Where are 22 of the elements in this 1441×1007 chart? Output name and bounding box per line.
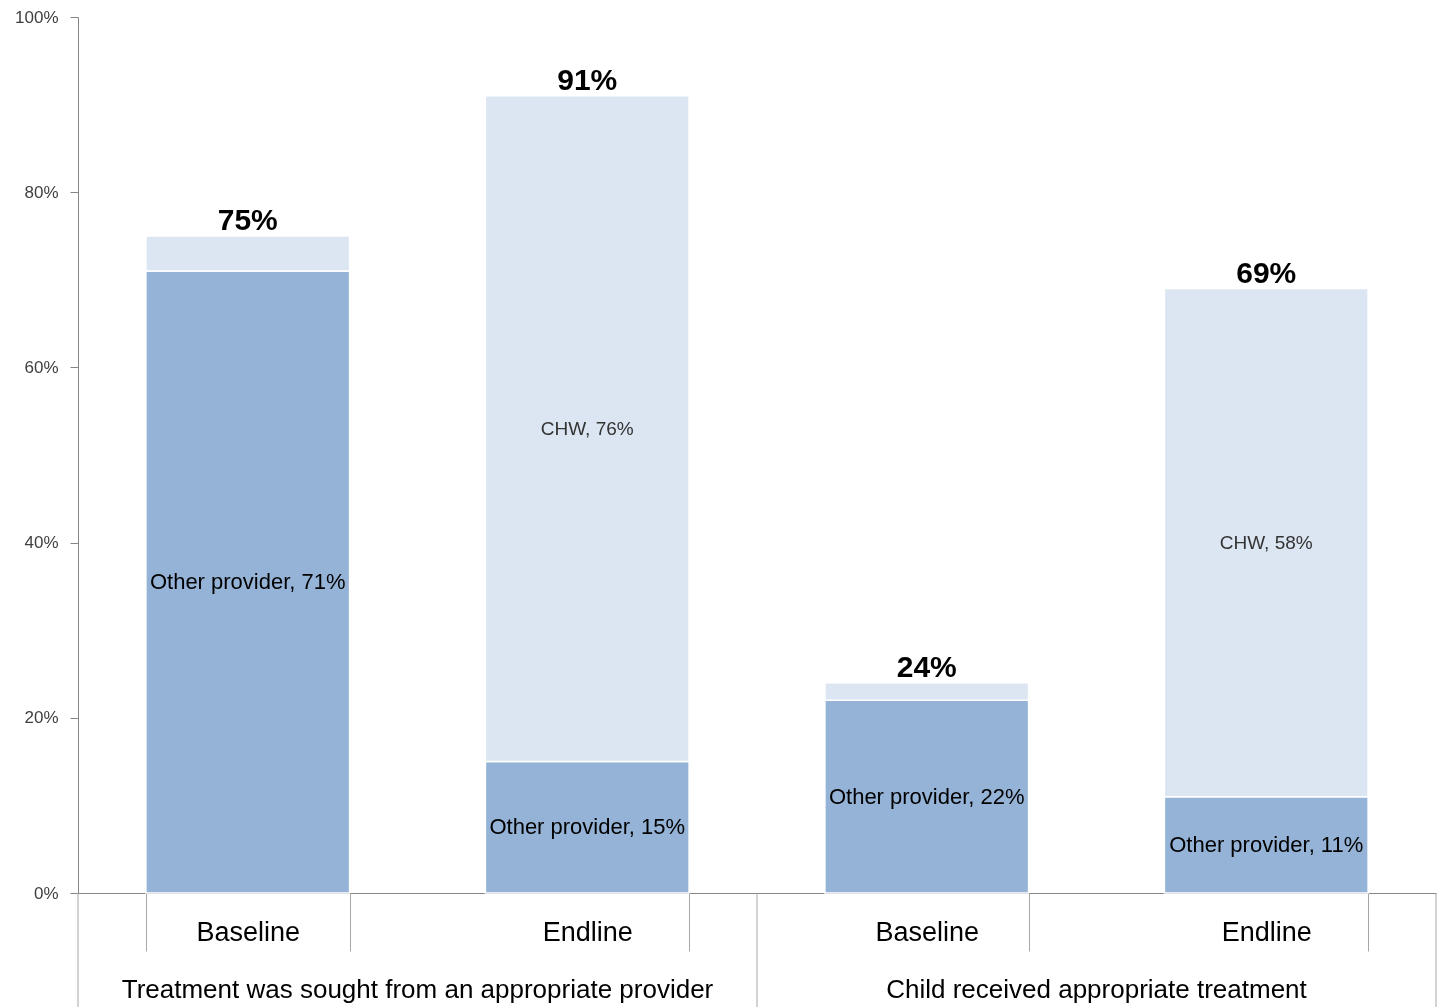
data-label: CHW, 58% [1219,531,1313,553]
data-label: CHW, 76% [540,417,634,439]
y-tick-label: 80% [24,182,59,202]
data-label: Other provider, 11% [1169,831,1364,857]
text: Child received appropriate treatment [886,974,1308,1004]
total-label: 91% [557,62,618,96]
text: Treatment was sought from an appropriate provider [121,974,714,1004]
y-tick-label: 60% [24,357,59,377]
x-tick-label: Endline [542,916,633,947]
total-label: 69% [1236,255,1297,289]
y-tick-label: 40% [24,533,59,553]
x-tick-label: Endline [1221,916,1312,947]
y-tick-label: 20% [24,708,59,728]
total-label: 24% [896,649,957,683]
y-tick-label: 100% [15,7,59,27]
x-tick-label: Baseline [875,916,980,947]
data-label: Other provider, 22% [828,783,1025,809]
y-tick-label: 0% [33,883,59,903]
total-label: 75% [217,203,278,236]
data-label: Other provider, 15% [489,814,686,840]
x-tick-label: Baseline [196,916,301,947]
data-label: Other provider, 71% [149,569,346,595]
